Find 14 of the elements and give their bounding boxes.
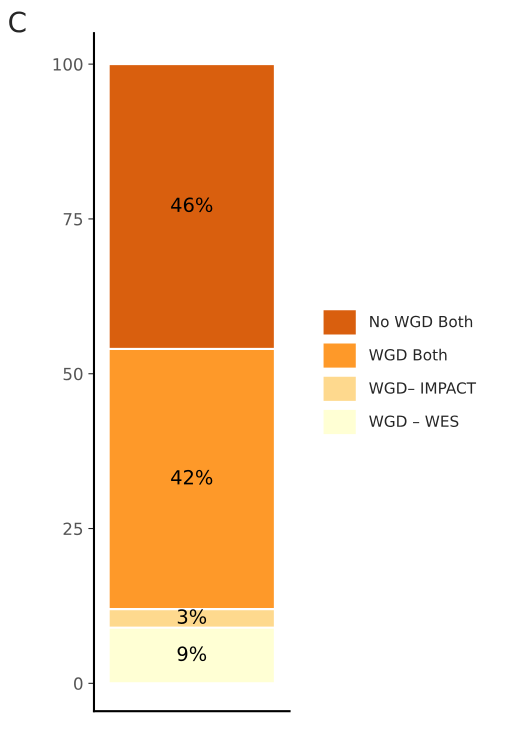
chart-title: C [9, 12, 26, 33]
data-label: 9% [178, 646, 206, 662]
legend-label: WGD – WES [369, 415, 458, 428]
y-tick-label: 50 [64, 368, 82, 380]
data-label: 46% [171, 197, 212, 212]
y-tick-label: 25 [64, 522, 82, 536]
legend-label: No WGD Both [370, 316, 472, 328]
data-label: 3% [178, 609, 206, 624]
y-tick-label: 100 [54, 58, 82, 71]
legend-label: WGD– IMPACT [369, 382, 476, 394]
legend-label: WGD Both [369, 348, 446, 361]
data-label: 42% [171, 470, 212, 485]
y-tick-label: 75 [64, 213, 82, 226]
y-tick-label: 0 [74, 677, 82, 690]
